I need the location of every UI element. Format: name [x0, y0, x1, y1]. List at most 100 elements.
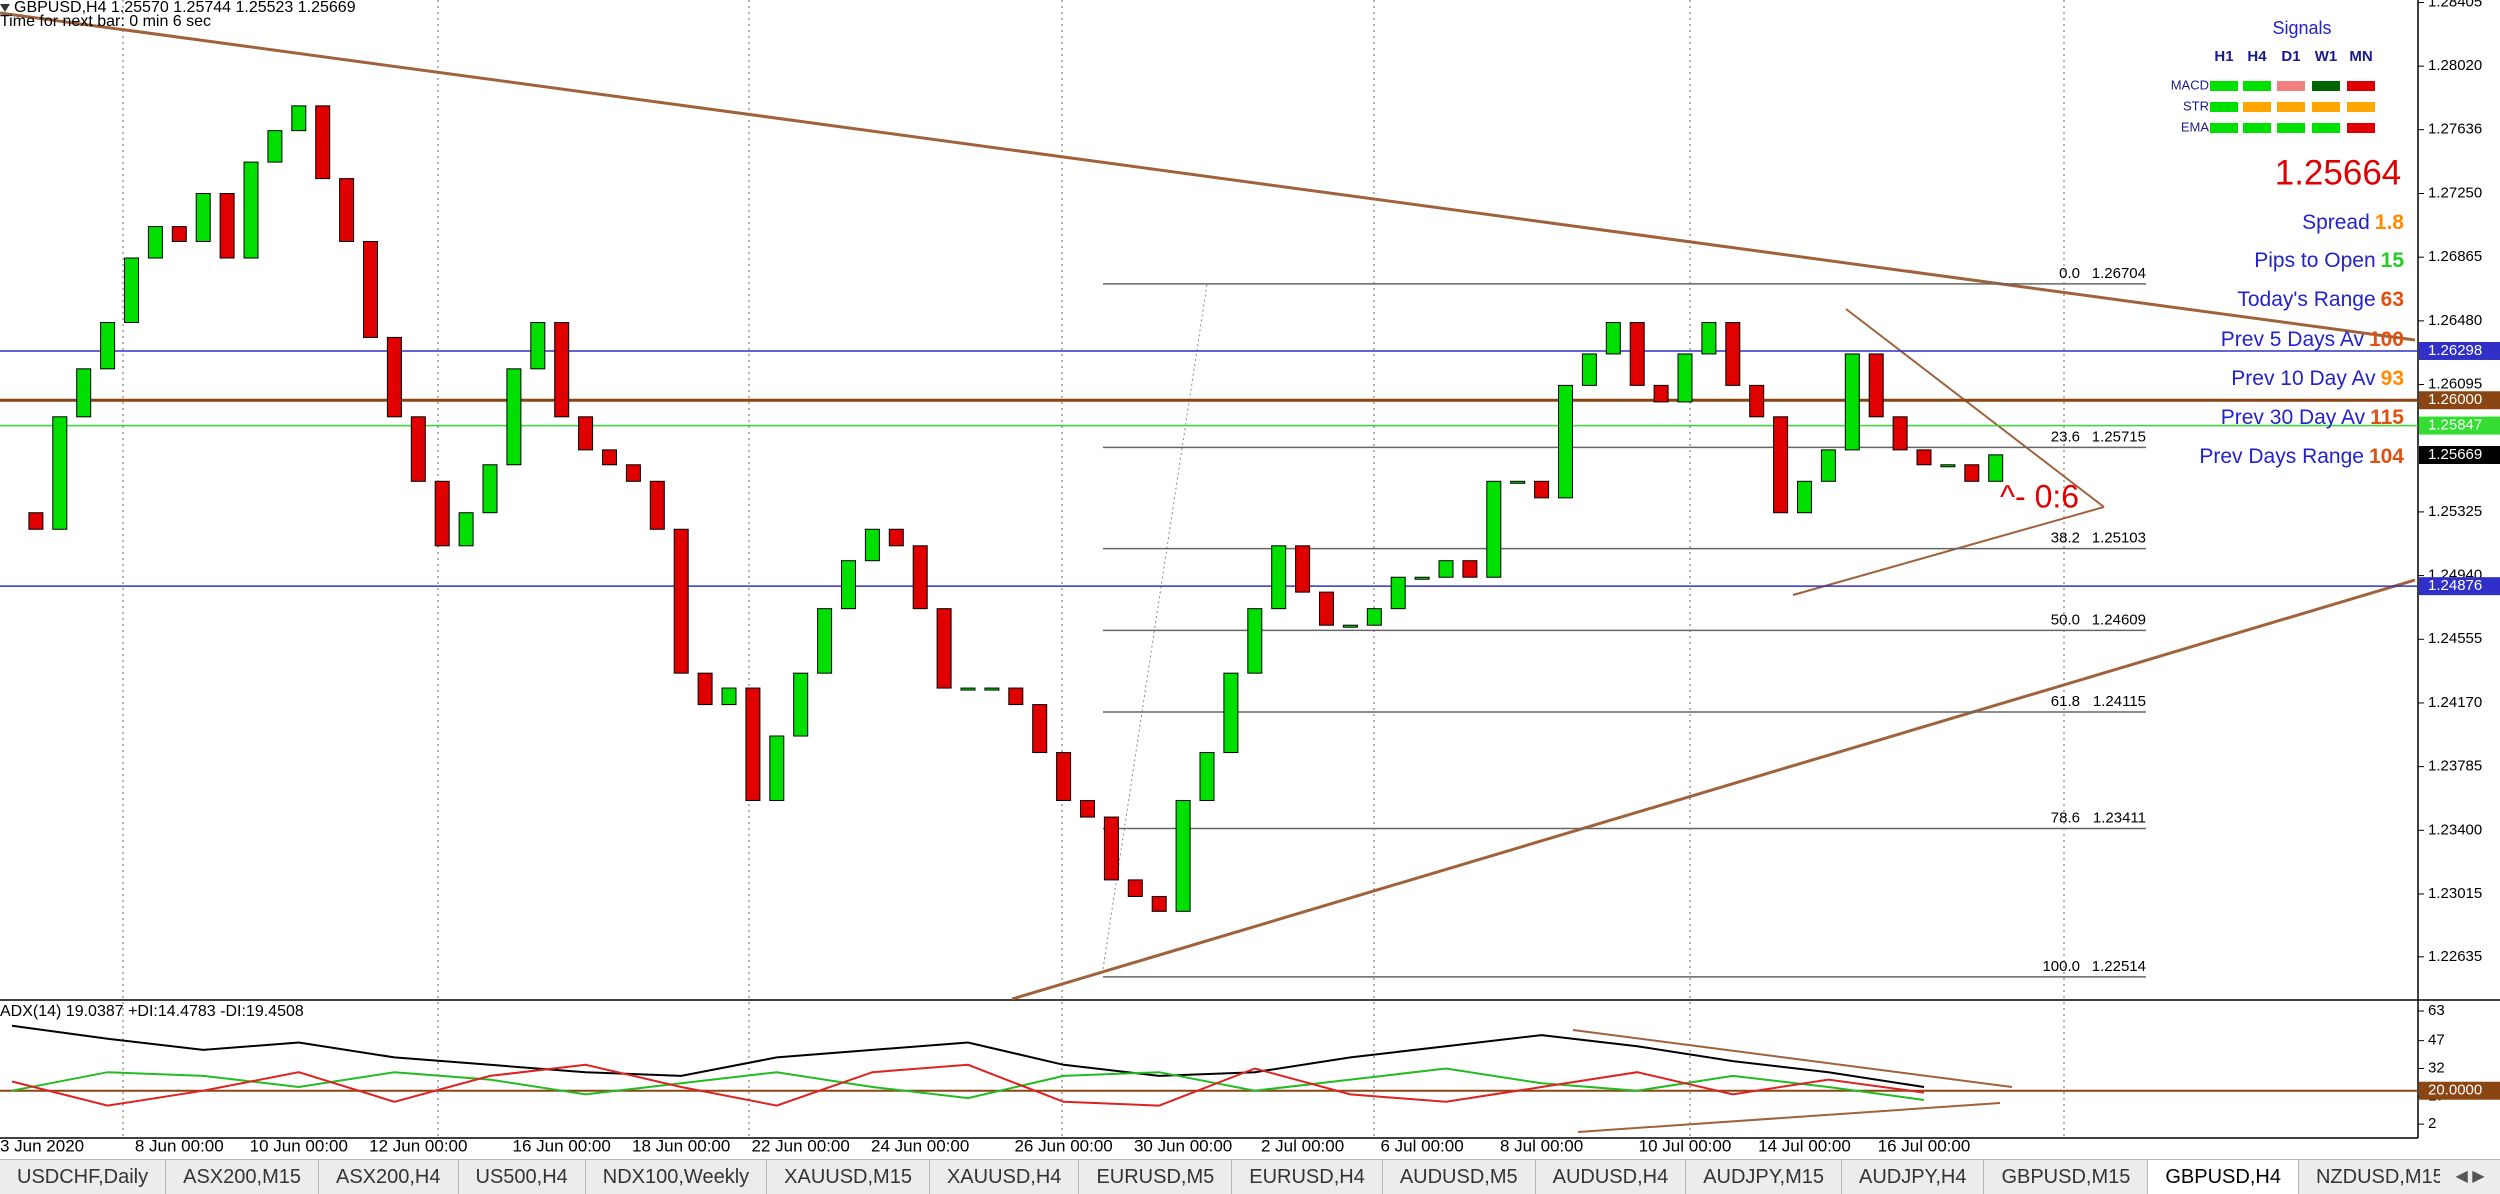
signal-row-label: MACD — [2171, 77, 2209, 92]
fib-ratio: 23.6 — [2051, 428, 2080, 445]
candle — [1486, 480, 1502, 578]
y-tick-label: 1.22635 — [2428, 948, 2482, 965]
tab[interactable]: GBPUSD,H4 — [2148, 1160, 2299, 1194]
signal-column: H1 — [2214, 48, 2233, 65]
candle — [1295, 545, 1311, 593]
candle — [363, 240, 378, 338]
tab[interactable]: XAUUSD,H4 — [930, 1160, 1080, 1194]
candle — [554, 322, 570, 418]
info-label: Spread — [2302, 211, 2370, 234]
fib-baseline — [1102, 283, 1208, 970]
tab[interactable]: NZDUSD,M15 — [2299, 1160, 2462, 1194]
candle — [434, 480, 450, 547]
candle — [984, 687, 1000, 691]
x-tick-label: 14 Jul 00:00 — [1758, 1136, 1851, 1155]
y-tick-label: 47 — [2428, 1032, 2445, 1049]
info-label: Today's Range — [2237, 288, 2375, 311]
fib-price: 1.25715 — [2092, 428, 2146, 445]
tab-scroll[interactable]: ◀ ▶ — [2440, 1160, 2500, 1194]
tab[interactable]: NDX100,Weekly — [586, 1160, 768, 1194]
candle — [482, 464, 498, 514]
x-tick-label: 18 Jun 00:00 — [632, 1136, 730, 1155]
adx-line — [11, 1063, 1925, 1107]
x-tick-label: 3 Jun 2020 — [0, 1136, 84, 1155]
tab[interactable]: GBPUSD,M15 — [1984, 1160, 2149, 1194]
y-tick-label: 63 — [2428, 1002, 2445, 1019]
candle — [1103, 816, 1119, 881]
price-marker — [2419, 577, 2500, 596]
x-tick-label: 24 Jun 00:00 — [871, 1136, 969, 1155]
x-tick-label: 10 Jul 00:00 — [1639, 1136, 1732, 1155]
candle — [1056, 752, 1072, 802]
tab[interactable]: XAUUSD,M15 — [767, 1160, 930, 1194]
y-tick-label: 1.24170 — [2428, 694, 2482, 711]
y-tick-label: 32 — [2428, 1059, 2445, 1076]
candle — [1558, 384, 1573, 499]
adx-title: ADX(14) 19.0387 +DI:14.4783 -DI:19.4508 — [0, 1003, 304, 1020]
y-tick-label: 1.23400 — [2428, 821, 2482, 838]
candle — [745, 687, 761, 802]
candle — [219, 193, 235, 259]
tab[interactable]: AUDUSD,M5 — [1383, 1160, 1536, 1194]
candle — [1247, 608, 1263, 674]
signal-cell — [2347, 102, 2375, 112]
signal-cell — [2243, 81, 2271, 91]
candle — [195, 193, 211, 242]
trendlines — [0, 11, 2416, 1133]
candle — [1820, 449, 1836, 482]
candle — [1653, 384, 1669, 403]
candle — [1749, 384, 1765, 418]
info-value: 100 — [2369, 328, 2404, 351]
y-tick-label: 1.24555 — [2428, 630, 2482, 647]
fib-ratio: 61.8 — [2051, 693, 2080, 710]
price-marker — [2419, 416, 2500, 435]
tab[interactable]: AUDJPY,H4 — [1842, 1160, 1985, 1194]
separators — [122, 0, 2065, 1138]
tab[interactable]: EURUSD,M5 — [1079, 1160, 1233, 1194]
info-label: Prev 5 Days Av — [2221, 328, 2365, 351]
current-price: 1.25664 — [2275, 153, 2402, 192]
tab[interactable]: EURUSD,H4 — [1232, 1160, 1383, 1194]
info-value: 93 — [2381, 367, 2404, 390]
tab[interactable]: US500,H4 — [459, 1160, 586, 1194]
candle — [1988, 454, 2004, 482]
candle — [1797, 480, 1812, 514]
candle — [100, 322, 116, 370]
y-tick-label: 1.26095 — [2428, 376, 2482, 393]
info-label: Prev 10 Day Av — [2231, 367, 2376, 390]
y-tick-label: 1.26480 — [2428, 312, 2482, 329]
candle — [1964, 464, 1980, 482]
tab[interactable]: ASX200,H4 — [319, 1160, 459, 1194]
candle — [817, 608, 833, 674]
candle — [1677, 353, 1693, 403]
tab[interactable]: ASX200,M15 — [166, 1160, 319, 1194]
candle — [1319, 591, 1334, 626]
y-tick-label: 1.28405 — [2428, 0, 2482, 10]
info-row: Prev 10 Day Av 93 — [2231, 367, 2404, 390]
fib-price: 1.25103 — [2092, 530, 2146, 547]
info-row: Prev Days Range 104 — [2199, 445, 2404, 468]
candle — [888, 528, 904, 547]
fib-price: 1.24609 — [2092, 611, 2146, 628]
candle — [1534, 480, 1550, 499]
tab[interactable]: AUDJPY,M15 — [1686, 1160, 1842, 1194]
candle — [1008, 687, 1024, 706]
signal-cell — [2210, 102, 2238, 112]
tab[interactable]: USDCHF,Daily — [0, 1160, 167, 1194]
signal-column: H4 — [2247, 48, 2267, 65]
trendline — [1572, 1029, 2013, 1088]
candle — [936, 608, 952, 689]
fib-price: 1.23411 — [2093, 809, 2146, 826]
candle — [841, 560, 856, 610]
candle — [28, 512, 44, 530]
candle — [1080, 800, 1095, 818]
price-marker — [2419, 341, 2500, 360]
trendline — [1577, 1102, 2001, 1133]
signal-cell — [2312, 123, 2340, 133]
signal-cell — [2210, 123, 2238, 133]
candle — [1127, 879, 1143, 897]
candle — [1438, 560, 1454, 578]
x-tick-label: 10 Jun 00:00 — [250, 1136, 348, 1155]
candle — [1725, 322, 1741, 386]
tab[interactable]: AUDUSD,H4 — [1536, 1160, 1687, 1194]
